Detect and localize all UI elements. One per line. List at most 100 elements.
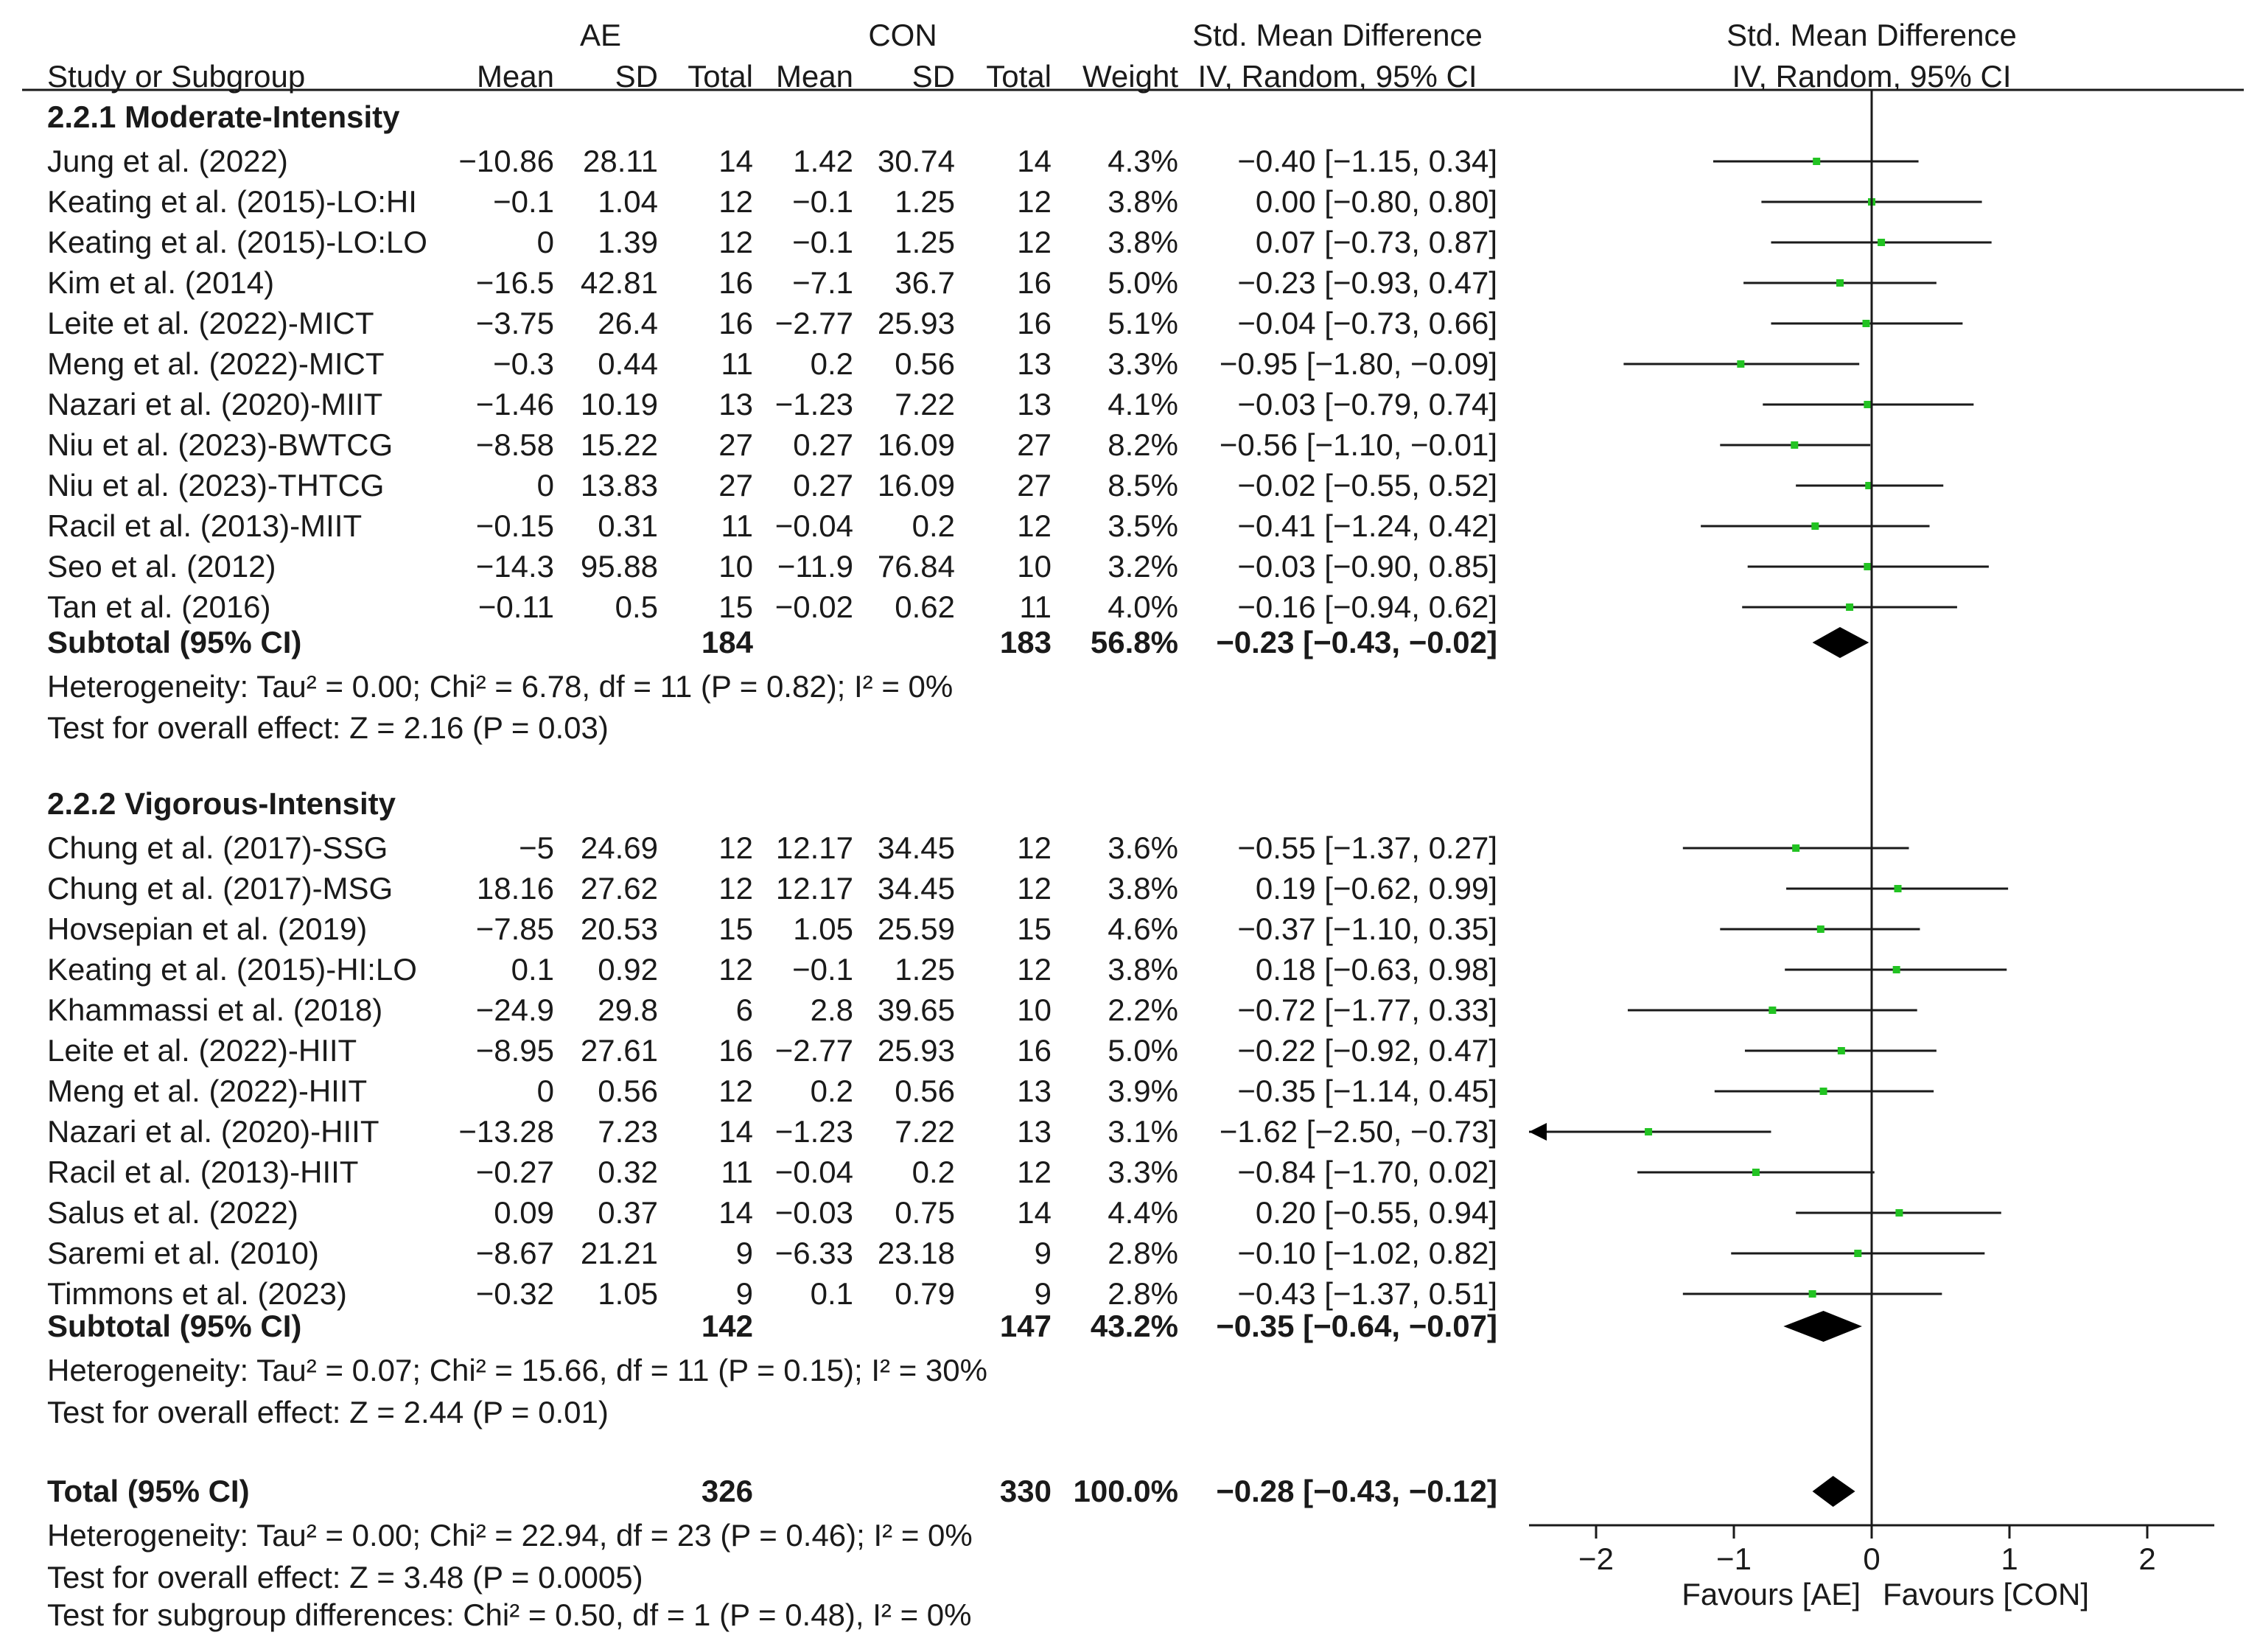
con-sd: 25.59 xyxy=(878,911,955,946)
study-row-1-10: Racil et al. (2013)-MIIT −0.15 0.31 11 −0.04… xyxy=(47,508,1497,543)
point-estimate-1-10 xyxy=(1811,522,1819,530)
ae-sd: 10.19 xyxy=(581,387,658,421)
plot-column-title: Std. Mean Difference xyxy=(1727,18,2017,52)
study-row-2-5: Khammassi et al. (2018) −24.9 29.8 6 2.8 39.6… xyxy=(47,993,1497,1027)
study-row-1-6: Meng et al. (2022)-MICT −0.3 0.44 11 0.2 0.56… xyxy=(47,346,1497,381)
ae-mean: −0.32 xyxy=(476,1276,554,1311)
study-name: Niu et al. (2023)-THTCG xyxy=(47,468,384,503)
point-estimate-1-7 xyxy=(1864,401,1872,408)
subtotal-2-label: Subtotal (95% CI) xyxy=(47,1309,301,1343)
ae-total: 6 xyxy=(736,993,753,1027)
con-sd: 1.25 xyxy=(895,952,955,987)
ae-sd: 0.44 xyxy=(598,346,658,381)
study-name: Nazari et al. (2020)-MIIT xyxy=(47,387,382,421)
study-name: Meng et al. (2022)-MICT xyxy=(47,346,385,381)
ae-sd: 26.4 xyxy=(598,306,658,340)
ae-sd: 95.88 xyxy=(581,549,658,584)
point-estimate-2-6 xyxy=(1837,1047,1845,1054)
total-row: Total (95% CI) 326 330 100.0% −0.28 [−0.43, … xyxy=(47,1474,1497,1508)
subgroup-overall-effect: Test for overall effect: Z = 2.44 (P = 0… xyxy=(47,1395,609,1429)
point-estimate-2-11 xyxy=(1854,1250,1862,1257)
con-total: 15 xyxy=(1017,911,1052,946)
study-name: Kim et al. (2014) xyxy=(47,265,274,300)
con-total: 12 xyxy=(1017,830,1052,865)
study-name: Khammassi et al. (2018) xyxy=(47,993,382,1027)
ae-total: 15 xyxy=(718,589,753,624)
subgroup-differences-test: Test for subgroup differences: Chi² = 0.… xyxy=(47,1597,971,1632)
point-estimate-1-12 xyxy=(1846,603,1854,611)
subtotal-2-con-total: 147 xyxy=(1000,1309,1052,1343)
ae-mean: −0.15 xyxy=(476,508,554,543)
subgroup-title: 2.2.2 Vigorous-Intensity xyxy=(47,786,396,821)
study-ci-text: −0.02 [−0.55, 0.52] xyxy=(1237,468,1497,503)
ae-sd: 27.62 xyxy=(581,871,658,906)
point-estimate-1-4 xyxy=(1836,279,1844,287)
con-mean: 1.05 xyxy=(793,911,853,946)
ae-mean: −13.28 xyxy=(458,1114,554,1149)
subtotal-1-row: Subtotal (95% CI) 184 183 56.8% −0.23 [−0.43… xyxy=(47,625,1497,659)
study-row-2-7: Meng et al. (2022)-HIIT 0 0.56 12 0.2 0.56 13 3… xyxy=(47,1074,1497,1108)
study-row-1-7: Nazari et al. (2020)-MIIT −1.46 10.19 13 −1.… xyxy=(47,387,1497,421)
con-mean: −0.04 xyxy=(775,508,853,543)
study-row-1-4: Kim et al. (2014) −16.5 42.81 16 −7.1 36.7 16 5… xyxy=(47,265,1497,300)
study-row-2-12: Timmons et al. (2023) −0.32 1.05 9 0.1 0.79 9 2… xyxy=(47,1276,1497,1311)
x-axis-tick-label: −1 xyxy=(1716,1541,1752,1576)
subtotal-2-ae-total: 142 xyxy=(702,1309,753,1343)
study-ci-text: 0.18 [−0.63, 0.98] xyxy=(1256,952,1497,987)
point-estimate-1-1 xyxy=(1813,158,1821,165)
study-ci-text: −0.16 [−0.94, 0.62] xyxy=(1237,589,1497,624)
study-weight: 4.6% xyxy=(1108,911,1178,946)
con-total: 12 xyxy=(1017,225,1052,259)
column-header-con-sd: SD xyxy=(912,59,955,94)
con-sd: 34.45 xyxy=(878,830,955,865)
ae-total: 12 xyxy=(718,952,753,987)
subtotal-1-diamond xyxy=(1812,627,1869,658)
ae-mean: −5 xyxy=(519,830,554,865)
con-mean: −1.23 xyxy=(775,387,853,421)
ae-total: 12 xyxy=(718,184,753,219)
study-name: Nazari et al. (2020)-HIIT xyxy=(47,1114,379,1149)
study-row-2-1: Chung et al. (2017)-SSG −5 24.69 12 12.17 34.… xyxy=(47,830,1497,865)
ae-total: 16 xyxy=(718,265,753,300)
study-row-1-3: Keating et al. (2015)-LO:LO 0 1.39 12 −0.1 1.… xyxy=(47,225,1497,259)
ae-mean: 0 xyxy=(537,225,554,259)
ae-mean: −0.27 xyxy=(476,1155,554,1189)
con-mean: −11.9 xyxy=(777,549,853,584)
ae-sd: 0.37 xyxy=(598,1195,658,1230)
study-name: Salus et al. (2022) xyxy=(47,1195,298,1230)
point-estimate-2-12 xyxy=(1808,1290,1816,1298)
study-ci-text: −0.03 [−0.79, 0.74] xyxy=(1237,387,1497,421)
con-total: 12 xyxy=(1017,508,1052,543)
study-row-2-11: Saremi et al. (2010) −8.67 21.21 9 −6.33 23.1… xyxy=(47,1236,1497,1270)
ae-mean: 0.09 xyxy=(494,1195,554,1230)
ae-mean: −7.85 xyxy=(476,911,554,946)
point-estimate-1-9 xyxy=(1865,482,1873,489)
point-estimate-1-3 xyxy=(1878,239,1886,246)
ae-total: 12 xyxy=(718,225,753,259)
study-weight: 4.0% xyxy=(1108,589,1178,624)
con-total: 10 xyxy=(1017,993,1052,1027)
study-ci-text: −0.03 [−0.90, 0.85] xyxy=(1237,549,1497,584)
ae-mean: −8.95 xyxy=(476,1033,554,1068)
study-name: Racil et al. (2013)-MIIT xyxy=(47,508,362,543)
ae-mean: −0.3 xyxy=(493,346,554,381)
total-weight: 100.0% xyxy=(1074,1474,1178,1508)
study-weight: 3.5% xyxy=(1108,508,1178,543)
study-weight: 3.3% xyxy=(1108,1155,1178,1189)
study-ci-text: −0.40 [−1.15, 0.34] xyxy=(1237,144,1497,178)
total-label: Total (95% CI) xyxy=(47,1474,250,1508)
con-group-label: CON xyxy=(868,18,937,52)
ae-group-label: AE xyxy=(580,18,621,52)
subtotal-1-ae-total: 184 xyxy=(702,625,754,659)
ae-mean: 0 xyxy=(537,1074,554,1108)
con-mean: 12.17 xyxy=(776,830,853,865)
con-sd: 39.65 xyxy=(878,993,955,1027)
ae-sd: 42.81 xyxy=(581,265,658,300)
ae-total: 15 xyxy=(718,911,753,946)
forest-rows: 2.2.1 Moderate-Intensity Jung et al. (202… xyxy=(47,99,1497,1632)
column-header-study: Study or Subgroup xyxy=(47,59,305,94)
study-weight: 3.8% xyxy=(1108,871,1178,906)
subgroup-title: 2.2.1 Moderate-Intensity xyxy=(47,99,400,134)
study-weight: 3.2% xyxy=(1108,549,1178,584)
